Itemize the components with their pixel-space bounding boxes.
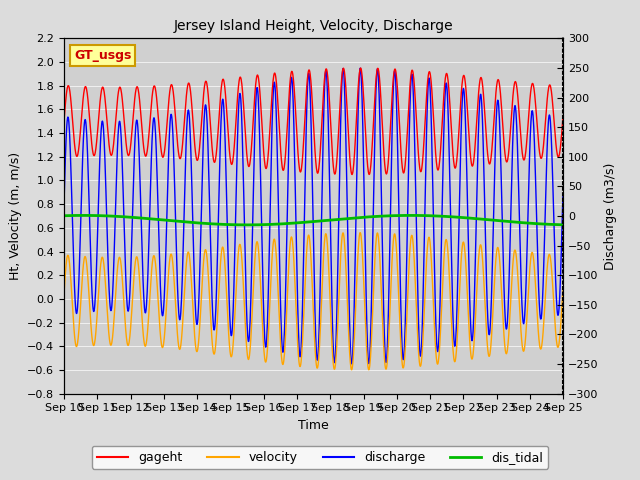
Title: Jersey Island Height, Velocity, Discharge: Jersey Island Height, Velocity, Discharg… — [174, 19, 453, 33]
Y-axis label: Discharge (m3/s): Discharge (m3/s) — [604, 162, 617, 270]
Y-axis label: Ht, Velocity (m, m/s): Ht, Velocity (m, m/s) — [8, 152, 22, 280]
Text: GT_usgs: GT_usgs — [74, 49, 131, 62]
Legend: gageht, velocity, discharge, dis_tidal: gageht, velocity, discharge, dis_tidal — [92, 446, 548, 469]
X-axis label: Time: Time — [298, 419, 329, 432]
